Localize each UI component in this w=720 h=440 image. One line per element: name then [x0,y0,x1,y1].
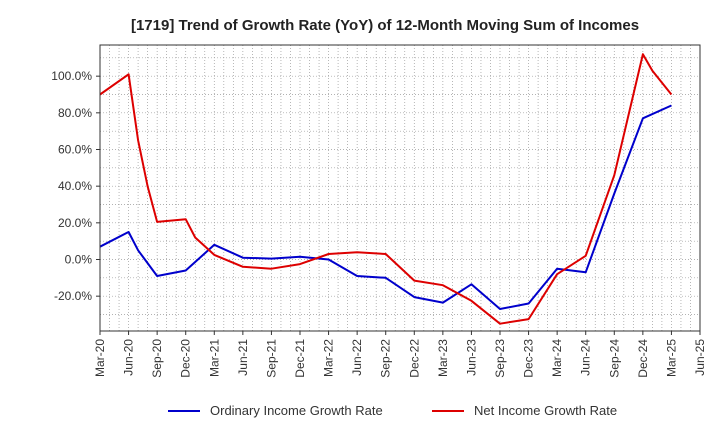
x-tick-label: Mar-21 [207,339,221,377]
x-tick-label: Dec-23 [522,339,536,378]
x-tick-label: Jun-23 [464,339,478,376]
y-tick-label: -20.0% [54,289,92,303]
x-tick-label: Sep-21 [264,339,278,378]
x-tick-label: Sep-22 [379,339,393,378]
x-axis-ticks: Mar-20 Jun-20 Sep-20 Dec-20 Mar-21 Jun-21 Sep-… [93,331,707,378]
x-tick-label: Jun-25 [693,339,707,376]
y-tick-label: 0.0% [65,253,93,267]
x-tick-label: Dec-21 [293,339,307,378]
legend-label-1: Ordinary Income Growth Rate [210,403,383,418]
x-tick-label: Mar-23 [436,339,450,377]
x-tick-label: Dec-22 [407,339,421,378]
grid [99,45,701,331]
y-tick-label: 20.0% [58,216,92,230]
legend: Ordinary Income Growth Rate Net Income Gr… [168,403,617,418]
plot-frame [99,44,701,332]
legend-label-2: Net Income Growth Rate [474,403,617,418]
x-tick-label: Sep-23 [493,339,507,378]
y-tick-label: 60.0% [58,143,92,157]
plot-series [99,53,673,325]
x-tick-label: Mar-20 [93,339,107,377]
x-tick-label: Mar-24 [550,339,564,377]
x-tick-label: Jun-21 [236,339,250,376]
x-tick-label: Sep-20 [150,339,164,378]
chart-title: [1719] Trend of Growth Rate (YoY) of 12-… [131,17,639,34]
x-tick-label: Jun-20 [122,339,136,376]
series-line-1 [99,104,672,310]
x-tick-label: Dec-24 [636,339,650,378]
x-tick-label: Sep-24 [607,339,621,378]
x-tick-label: Mar-22 [322,339,336,377]
x-tick-label: Jun-24 [579,339,593,376]
x-tick-label: Dec-20 [179,339,193,378]
x-tick-label: Mar-25 [664,339,678,377]
series-line-2 [99,53,673,325]
y-tick-label: 80.0% [58,106,92,120]
x-tick-label: Jun-22 [350,339,364,376]
y-tick-label: 100.0% [51,69,92,83]
y-tick-label: 40.0% [58,179,92,193]
y-axis-ticks: -20.0% 0.0% 20.0% 40.0% 60.0% 80.0% 100.0% [51,69,100,303]
